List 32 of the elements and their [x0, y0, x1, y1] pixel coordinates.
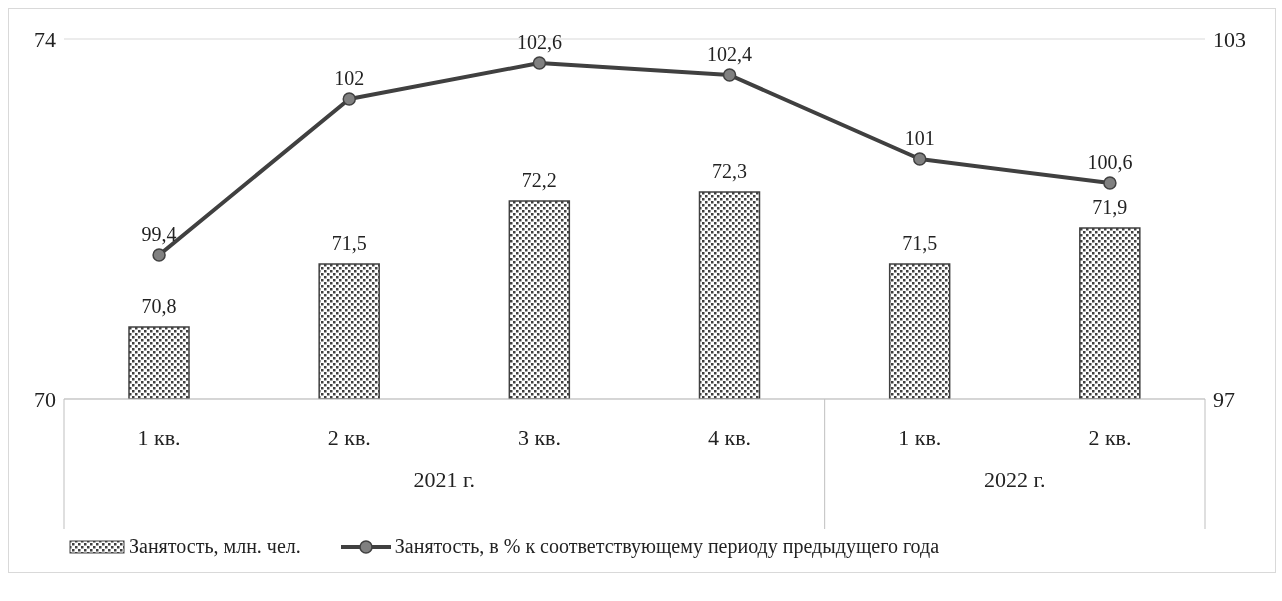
x-tick-label: 3 кв. — [517, 425, 561, 450]
data-label: 100,6 — [1087, 151, 1133, 173]
x-tick-label: 4 кв. — [708, 425, 752, 450]
text: 2022 г. — [983, 467, 1047, 493]
point — [722, 68, 737, 82]
point — [342, 92, 356, 106]
legend-label: Занятость, млн. чел. — [129, 535, 301, 558]
point — [532, 56, 547, 70]
data-label: 101 — [904, 127, 935, 149]
point — [913, 152, 927, 166]
x-tick-label: 2 кв. — [327, 425, 371, 450]
data-label: 71,5 — [331, 232, 367, 254]
y-tick-label: 74 — [34, 26, 56, 52]
data-label: 72,2 — [521, 169, 557, 191]
y2-tick-label: 103 — [1213, 26, 1246, 52]
data-label: 102,6 — [516, 31, 562, 53]
data-label: 72,3 — [712, 160, 747, 182]
x-tick-label: 2 кв. — [1088, 425, 1132, 450]
data-label: 70,8 — [141, 295, 177, 317]
data-label: 102,4 — [707, 43, 753, 65]
data-label: 71,9 — [1092, 196, 1128, 218]
y2-tick-label: 97 — [1213, 386, 1235, 412]
data-label: 102 — [334, 67, 365, 89]
data-label: 99,4 — [141, 223, 177, 245]
point — [1103, 176, 1117, 190]
point — [152, 248, 166, 262]
y-tick-label: 70 — [34, 386, 56, 412]
x-tick-label: 1 кв. — [137, 425, 181, 450]
x-tick-label: 1 кв. — [898, 425, 942, 450]
legend-label: Занятость, в % к соответствующему периоду предыдущего года — [394, 535, 940, 558]
text: 2021 г. — [412, 467, 477, 493]
data-label: 71,5 — [902, 232, 938, 254]
